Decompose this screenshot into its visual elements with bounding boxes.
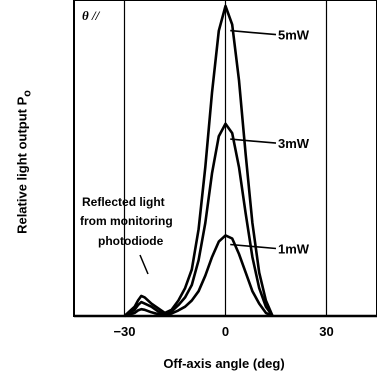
y-axis-label: Relative light output Po	[14, 90, 34, 234]
series-line-3mW	[123, 122, 274, 318]
series-line-5mW	[123, 4, 274, 317]
series-leader-3mW	[230, 138, 277, 144]
x-tick-label: −30	[113, 324, 135, 339]
annotation-line-1: Reflected light	[82, 195, 165, 209]
series-leader-5mW	[230, 29, 277, 36]
annotation-line-2: from monitoring	[80, 214, 173, 228]
y-axis-label-area: Relative light output Po	[0, 0, 40, 387]
series-leader-1mW	[230, 243, 277, 250]
series-label-5mW: 5mW	[278, 28, 310, 43]
x-tick-label: 30	[319, 324, 333, 339]
series-label-3mW: 3mW	[278, 136, 310, 151]
series-label-1mW: 1mW	[278, 242, 310, 257]
x-axis-label: Off-axis angle (deg)	[163, 356, 285, 371]
corner-label: θ //	[82, 8, 101, 23]
x-tick-label: 0	[222, 324, 229, 339]
annotation-arrow	[139, 254, 149, 275]
series-line-1mW	[124, 234, 274, 318]
annotation-line-3: photodiode	[98, 234, 164, 248]
